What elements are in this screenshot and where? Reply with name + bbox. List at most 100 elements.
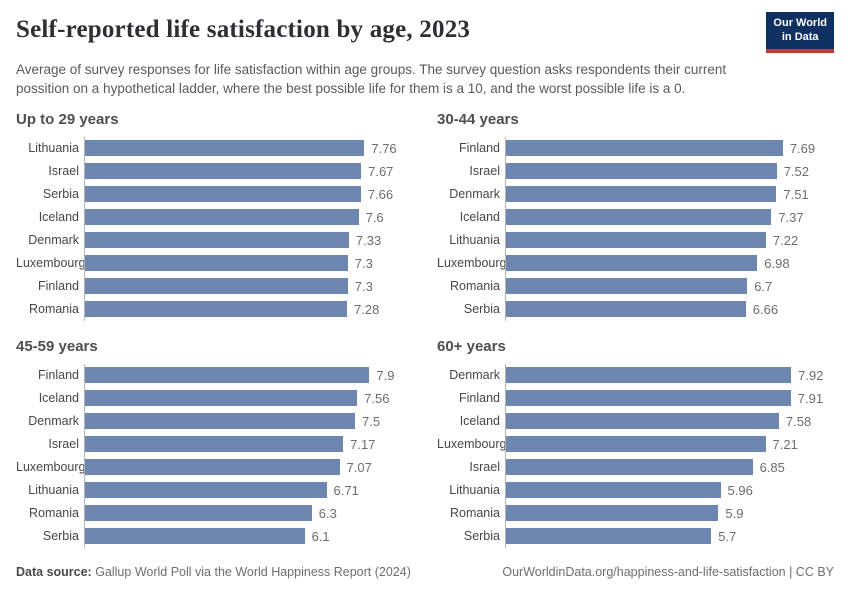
bar-panel: 30-44 years Finland Israel Denmark Iceland Li… — [437, 111, 834, 321]
country-label: Iceland — [38, 390, 79, 405]
bar-row: 7.52 — [506, 160, 834, 183]
data-source-label: Data source: — [16, 564, 92, 579]
data-source: Data source: Gallup World Poll via the W… — [16, 565, 411, 579]
bar — [506, 390, 791, 407]
bar-panel: Up to 29 years Lithuania Israel Serbia Icela… — [16, 111, 413, 321]
country-label: Serbia — [463, 528, 500, 543]
value-label: 7.5 — [362, 413, 381, 429]
country-label: Lithuania — [28, 482, 79, 497]
country-label: Luxembourg — [437, 436, 507, 451]
bar-row: 7.51 — [506, 183, 834, 206]
labels-column: Denmark Finland Iceland Luxembourg Israel Lit… — [437, 364, 507, 548]
country-label: Iceland — [38, 209, 79, 224]
value-label: 7.76 — [371, 140, 397, 156]
bar — [85, 482, 327, 499]
bar-row: 7.17 — [85, 433, 413, 456]
bar-row: 7.3 — [85, 252, 413, 275]
value-label: 7.07 — [346, 459, 372, 475]
country-label: Serbia — [42, 186, 79, 201]
country-label: Lithuania — [28, 140, 79, 155]
country-label: Lithuania — [449, 482, 500, 497]
bar-row: 7.76 — [85, 137, 413, 160]
bar — [85, 232, 349, 249]
value-label: 6.7 — [754, 278, 773, 294]
bar-row: 7.92 — [506, 364, 834, 387]
bar — [85, 140, 365, 157]
bar-row: 6.98 — [506, 252, 834, 275]
bar — [85, 255, 348, 272]
bar-row: 7.3 — [85, 275, 413, 298]
bar-row: 5.7 — [506, 525, 834, 548]
labels-column: Finland Iceland Denmark Israel Luxembourg Lit… — [16, 364, 86, 548]
country-label: Luxembourg — [16, 255, 86, 270]
country-label: Romania — [449, 505, 500, 520]
value-label: 7.9 — [376, 367, 395, 383]
bar — [85, 367, 370, 384]
bar — [506, 232, 766, 249]
panel-title: 45-59 years — [16, 337, 98, 355]
country-label: Israel — [469, 163, 500, 178]
value-label: 7.69 — [789, 140, 816, 156]
bar — [85, 505, 312, 522]
panel-title: Up to 29 years — [16, 110, 119, 128]
bar-row: 7.07 — [85, 456, 413, 479]
bar — [85, 278, 348, 295]
bar-row: 6.3 — [85, 502, 413, 525]
bar-row: 7.67 — [85, 160, 413, 183]
labels-column: Finland Israel Denmark Iceland Lithuania Luxe… — [437, 137, 507, 321]
value-label: 7.28 — [354, 301, 380, 317]
country-label: Finland — [38, 278, 79, 293]
value-label: 7.56 — [364, 390, 390, 406]
country-label: Israel — [48, 163, 79, 178]
value-label: 6.3 — [318, 505, 337, 521]
value-label: 6.71 — [333, 482, 359, 498]
value-label: 5.7 — [718, 528, 737, 544]
value-label: 6.66 — [752, 301, 779, 317]
bar-row: 7.66 — [85, 183, 413, 206]
bar — [506, 482, 721, 499]
bar — [85, 209, 359, 226]
country-label: Serbia — [463, 301, 500, 316]
country-label: Romania — [449, 278, 500, 293]
bar-row: 6.1 — [85, 525, 413, 548]
country-label: Israel — [48, 436, 79, 451]
bar-row: 7.9 — [85, 364, 413, 387]
bar-row: 7.33 — [85, 229, 413, 252]
chart-title: Self-reported life satisfaction by age, … — [16, 16, 471, 43]
bar-row: 7.5 — [85, 410, 413, 433]
owid-logo: Our World in Data — [766, 12, 834, 53]
bar-row: 7.28 — [85, 298, 413, 321]
bar-row: 6.66 — [506, 298, 834, 321]
bar — [506, 140, 783, 157]
country-label: Lithuania — [449, 232, 500, 247]
country-label: Romania — [28, 505, 79, 520]
value-label: 6.85 — [759, 459, 785, 475]
country-label: Denmark — [449, 367, 500, 382]
bar — [85, 163, 362, 180]
bar-row: 7.37 — [506, 206, 834, 229]
bars-column: 7.92 7.91 7.58 7.21 6.85 5.96 5.9 5.7 — [505, 363, 834, 548]
value-label: 7.52 — [783, 163, 810, 179]
country-label: Iceland — [459, 413, 500, 428]
bar — [85, 436, 344, 453]
bar-row: 5.9 — [506, 502, 834, 525]
bar — [85, 390, 358, 407]
labels-column: Lithuania Israel Serbia Iceland Denmark Luxem… — [16, 137, 86, 321]
bar — [85, 301, 348, 318]
value-label: 7.3 — [354, 278, 373, 294]
bars-column: 7.76 7.67 7.66 7.6 7.33 7.3 7.3 7.28 — [84, 136, 413, 321]
bar-panel: 60+ years Denmark Finland Iceland Luxembourg… — [437, 338, 834, 548]
country-label: Finland — [459, 140, 500, 155]
bar — [506, 505, 719, 522]
panel-title: 30-44 years — [437, 110, 519, 128]
value-label: 7.67 — [368, 163, 394, 179]
bar — [85, 186, 361, 203]
bars-column: 7.9 7.56 7.5 7.17 7.07 6.71 6.3 6.1 — [84, 363, 413, 548]
data-source-text: Gallup World Poll via the World Happines… — [91, 564, 411, 579]
bar — [506, 255, 758, 272]
bar-row: 7.6 — [85, 206, 413, 229]
value-label: 7.6 — [365, 209, 384, 225]
bar-row: 6.85 — [506, 456, 834, 479]
bar — [506, 436, 766, 453]
bar-panel: 45-59 years Finland Iceland Denmark Israel Lu… — [16, 338, 413, 548]
